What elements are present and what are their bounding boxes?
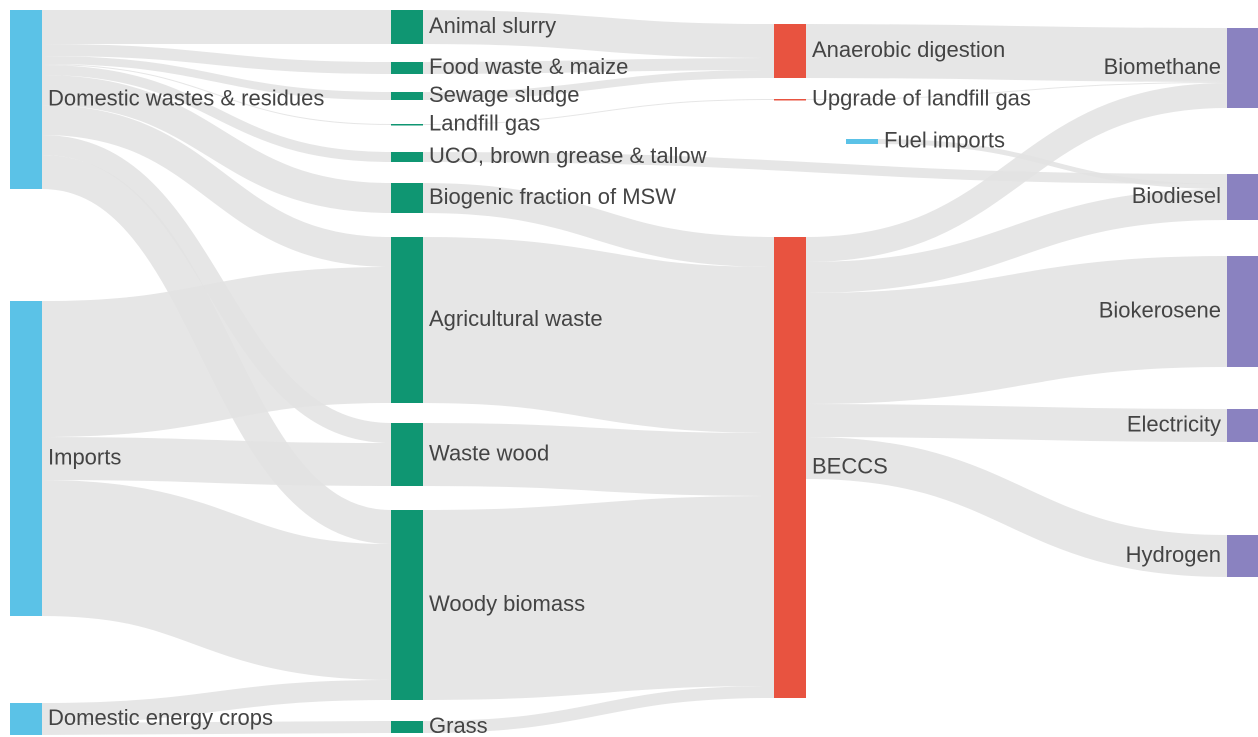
node xyxy=(10,301,42,616)
flow-link xyxy=(805,437,1228,577)
links xyxy=(41,9,1228,735)
node-label: Food waste & maize xyxy=(429,54,628,79)
node-label: Biomethane xyxy=(1104,54,1221,79)
flow-link xyxy=(41,44,392,74)
flow-link xyxy=(805,24,1228,82)
node xyxy=(846,139,878,144)
flow-link xyxy=(41,721,392,735)
node-label: Woody biomass xyxy=(429,591,585,616)
node xyxy=(391,721,423,733)
node-label: Anaerobic digestion xyxy=(812,37,1005,62)
node-label: Imports xyxy=(48,444,121,469)
node-label: Hydrogen xyxy=(1126,542,1221,567)
node-label: Electricity xyxy=(1127,411,1221,436)
node-label: UCO, brown grease & tallow xyxy=(429,143,707,168)
node xyxy=(391,152,423,162)
flow-link xyxy=(41,437,392,486)
node-label: Sewage sludge xyxy=(429,82,579,107)
node xyxy=(10,10,42,189)
node-label: Upgrade of landfill gas xyxy=(812,86,1031,111)
node xyxy=(1227,174,1258,220)
flow-link xyxy=(422,99,775,125)
flow-link xyxy=(422,237,775,433)
node xyxy=(1227,535,1258,577)
flow-link xyxy=(877,139,1228,189)
node xyxy=(391,10,423,44)
node-label: Domestic energy crops xyxy=(48,705,273,730)
node xyxy=(1227,28,1258,108)
flow-link xyxy=(41,64,392,125)
node-label: Grass xyxy=(429,713,488,737)
flow-link xyxy=(41,105,392,267)
flow-link xyxy=(422,58,775,74)
flow-link xyxy=(41,75,392,213)
node xyxy=(1227,256,1258,367)
flow-link xyxy=(422,10,775,58)
flow-link xyxy=(41,480,392,680)
flow-link xyxy=(41,56,392,100)
node xyxy=(774,237,806,698)
node xyxy=(391,92,423,100)
node-label: Biogenic fraction of MSW xyxy=(429,184,676,209)
node xyxy=(391,423,423,486)
flow-link xyxy=(41,267,392,437)
node-label: Landfill gas xyxy=(429,111,540,136)
node xyxy=(1227,409,1258,442)
flow-link xyxy=(805,82,1228,100)
nodes xyxy=(10,10,1258,735)
node-label: Animal slurry xyxy=(429,13,556,38)
node xyxy=(391,510,423,700)
node-label: Domestic wastes & residues xyxy=(48,85,324,110)
flow-link xyxy=(805,83,1228,262)
flow-link xyxy=(422,496,775,700)
flow-link xyxy=(41,65,392,162)
flow-link xyxy=(422,70,775,100)
flow-link xyxy=(422,686,775,733)
flow-link xyxy=(805,256,1228,404)
flow-link xyxy=(41,680,392,723)
node xyxy=(774,99,806,101)
node-label: Agricultural waste xyxy=(429,306,603,331)
labels: Domestic wastes & residues Imports Domesti… xyxy=(48,13,1221,737)
node xyxy=(391,237,423,403)
node xyxy=(774,24,806,78)
node-label: Waste wood xyxy=(429,440,549,465)
node xyxy=(10,703,42,735)
node xyxy=(391,124,423,126)
flow-link xyxy=(422,183,775,267)
node-label: BECCS xyxy=(812,453,888,478)
node-label: Fuel imports xyxy=(884,127,1005,152)
flow-link xyxy=(805,404,1228,442)
flow-link xyxy=(805,189,1228,293)
flow-link xyxy=(422,152,1228,184)
node xyxy=(391,183,423,213)
node xyxy=(391,62,423,74)
node-label: Biodiesel xyxy=(1132,183,1221,208)
flow-link xyxy=(422,423,775,496)
node-label: Biokerosene xyxy=(1099,297,1221,322)
